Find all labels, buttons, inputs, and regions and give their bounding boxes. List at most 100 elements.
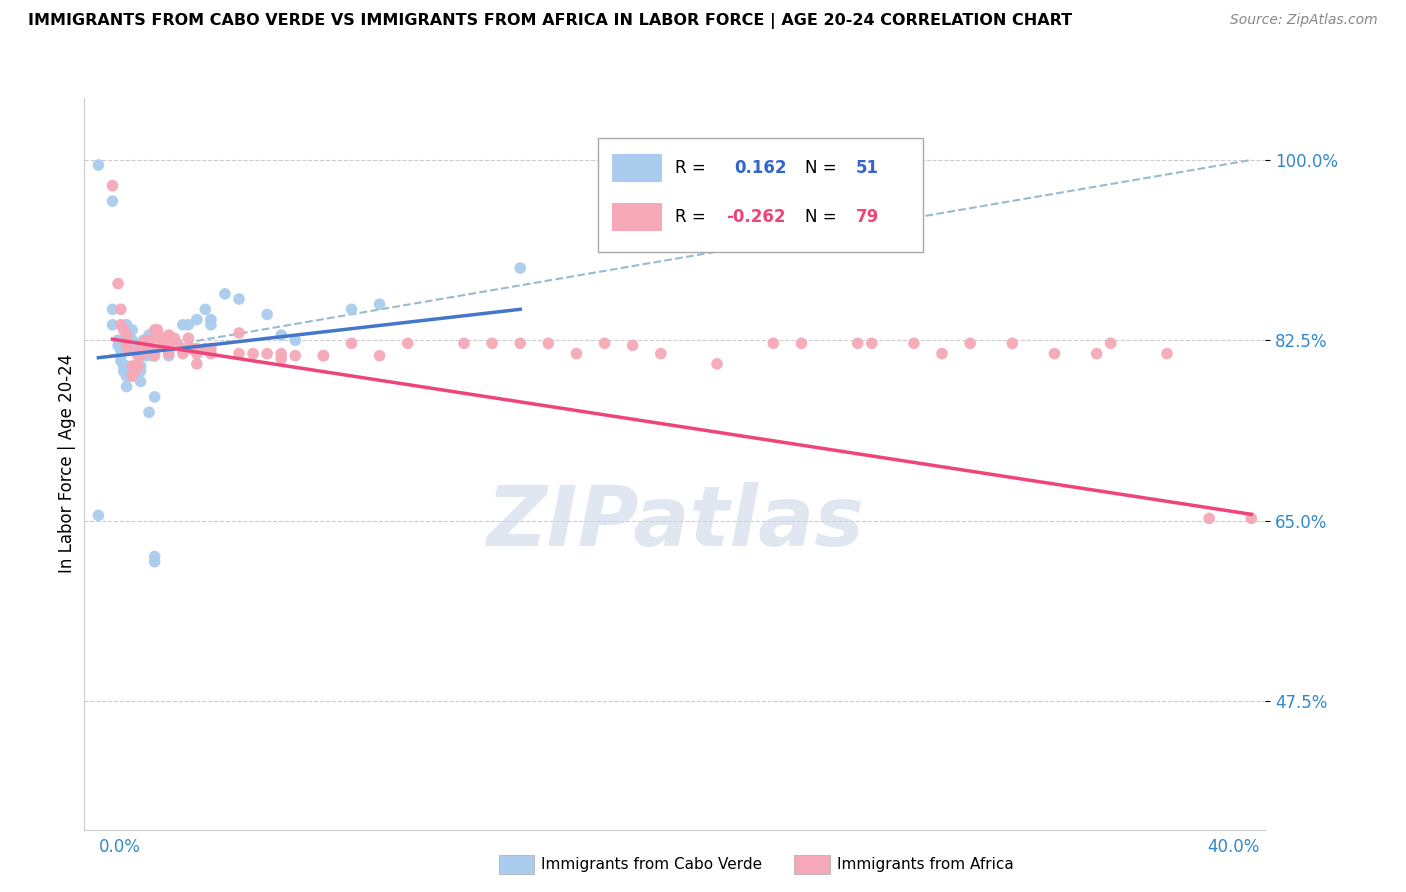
Point xyxy=(132,333,155,347)
Point xyxy=(200,312,222,326)
Point xyxy=(115,338,138,352)
Text: 40.0%: 40.0% xyxy=(1208,838,1260,855)
Point xyxy=(163,331,186,345)
Point xyxy=(146,323,169,337)
Point xyxy=(340,336,363,351)
Point xyxy=(186,346,208,360)
Point xyxy=(143,555,166,569)
Point xyxy=(115,318,138,332)
Point xyxy=(143,549,166,564)
Point xyxy=(121,323,143,337)
Point xyxy=(107,333,129,347)
Point xyxy=(1240,511,1263,525)
Point xyxy=(396,336,419,351)
FancyBboxPatch shape xyxy=(598,138,922,252)
Point xyxy=(110,318,132,332)
Point xyxy=(242,346,264,360)
Point xyxy=(706,357,728,371)
Point xyxy=(129,375,152,389)
Point xyxy=(650,346,672,360)
Point xyxy=(101,178,124,193)
Point xyxy=(132,343,155,358)
Point xyxy=(762,336,785,351)
Point xyxy=(138,328,160,343)
Point xyxy=(110,302,132,317)
Point xyxy=(537,336,560,351)
Point xyxy=(157,336,180,351)
Point xyxy=(112,323,135,337)
Text: N =: N = xyxy=(804,159,837,177)
Point xyxy=(180,342,202,356)
Point xyxy=(368,297,391,311)
Point xyxy=(135,333,157,347)
Point xyxy=(1001,336,1024,351)
Point xyxy=(200,342,222,356)
Text: Immigrants from Cabo Verde: Immigrants from Cabo Verde xyxy=(541,857,762,871)
Point xyxy=(127,338,149,352)
Point xyxy=(200,346,222,360)
Point xyxy=(903,336,925,351)
Point xyxy=(256,308,278,322)
Point xyxy=(959,336,981,351)
Point xyxy=(846,336,869,351)
Point xyxy=(860,336,883,351)
Point xyxy=(270,351,292,366)
Point xyxy=(1043,346,1066,360)
Point xyxy=(149,330,172,344)
Point xyxy=(186,342,208,356)
Text: R =: R = xyxy=(675,208,706,226)
Text: N =: N = xyxy=(804,208,837,226)
Point xyxy=(129,343,152,358)
Point xyxy=(1156,346,1178,360)
Point xyxy=(138,405,160,419)
Point xyxy=(124,364,146,378)
Text: 0.0%: 0.0% xyxy=(98,838,141,855)
Point xyxy=(121,359,143,373)
Point xyxy=(107,277,129,291)
Point xyxy=(115,369,138,384)
Point xyxy=(124,359,146,373)
Point xyxy=(115,333,138,347)
Point xyxy=(1085,346,1108,360)
Point xyxy=(270,328,292,343)
Point xyxy=(101,302,124,317)
Point xyxy=(256,346,278,360)
Point xyxy=(143,390,166,404)
Point xyxy=(129,364,152,378)
Point xyxy=(138,338,160,352)
Point xyxy=(194,342,217,356)
Point xyxy=(931,346,953,360)
Point xyxy=(593,336,616,351)
Point xyxy=(135,349,157,363)
Point xyxy=(121,369,143,384)
Point xyxy=(124,343,146,358)
Point xyxy=(166,336,188,351)
Point xyxy=(110,343,132,358)
Point xyxy=(228,346,250,360)
Point xyxy=(87,158,110,172)
Point xyxy=(621,338,644,352)
Point xyxy=(129,338,152,352)
Text: R =: R = xyxy=(675,159,706,177)
Point xyxy=(110,354,132,368)
Point xyxy=(101,318,124,332)
Point xyxy=(228,292,250,306)
Point xyxy=(115,328,138,343)
Text: 0.162: 0.162 xyxy=(734,159,786,177)
Point xyxy=(284,349,307,363)
Point xyxy=(186,357,208,371)
Point xyxy=(1099,336,1122,351)
Point xyxy=(481,336,503,351)
Point xyxy=(186,312,208,326)
Point xyxy=(228,326,250,340)
Point xyxy=(368,349,391,363)
Point xyxy=(157,343,180,358)
Point xyxy=(172,346,194,360)
Point xyxy=(141,349,163,363)
Point xyxy=(121,333,143,347)
Point xyxy=(312,349,335,363)
Point xyxy=(340,302,363,317)
Point xyxy=(194,302,217,317)
Point xyxy=(157,346,180,360)
Point xyxy=(312,349,335,363)
